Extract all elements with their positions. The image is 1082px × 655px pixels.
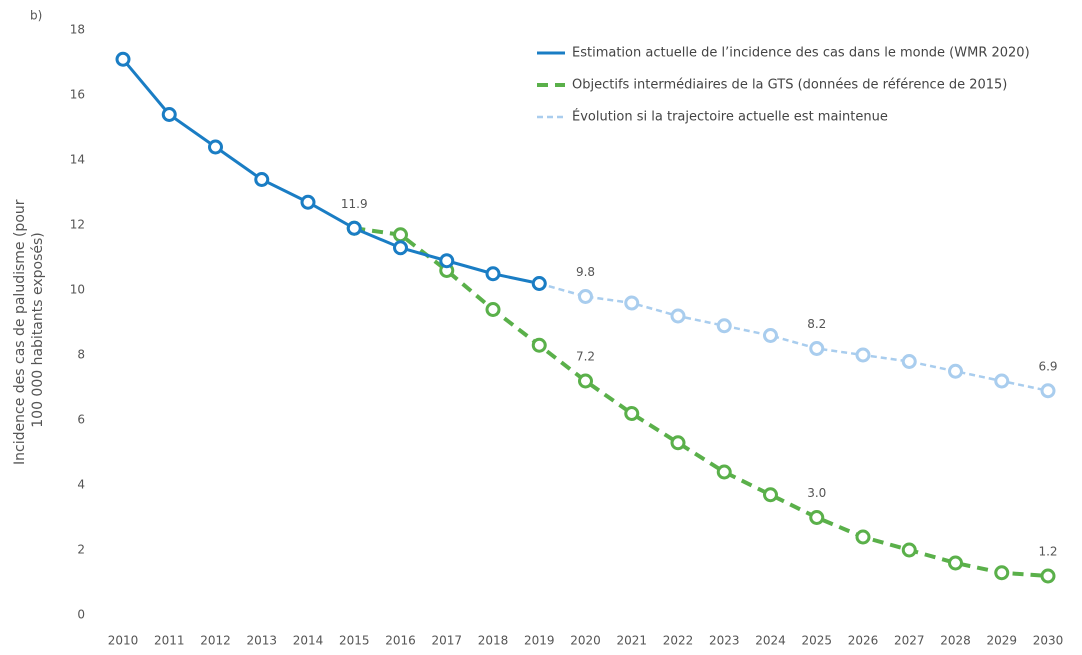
point-marker (716, 464, 732, 480)
data-label: 1.2 (1038, 545, 1057, 559)
point-marker (393, 227, 408, 243)
series-line (538, 282, 1049, 392)
y-axis-label-line: Incidence des cas de paludisme (pour (12, 199, 28, 465)
y-tick-label: 16 (70, 88, 85, 102)
x-tick-label: 2019 (524, 634, 555, 648)
data-label: 7.2 (576, 350, 595, 364)
point-marker (948, 363, 963, 379)
x-tick-label: 2015 (339, 634, 370, 648)
x-tick-label: 2028 (940, 634, 971, 648)
y-tick-label: 4 (77, 478, 85, 492)
y-tick-label: 8 (77, 348, 85, 362)
x-tick-label: 2024 (755, 634, 786, 648)
point-marker (855, 529, 871, 545)
y-tick-label: 18 (70, 23, 85, 37)
x-tick-label: 2011 (154, 634, 185, 648)
y-axis-label: Incidence des cas de paludisme (pour 100… (12, 195, 46, 465)
point-marker (624, 406, 640, 421)
point-marker (393, 240, 408, 256)
y-tick-label: 0 (77, 608, 85, 622)
y-tick-label: 12 (70, 218, 85, 232)
legend-label: Objectifs intermédiaires de la GTS (donn… (572, 78, 1007, 93)
point-marker (208, 139, 223, 155)
y-tick-label: 2 (77, 543, 85, 557)
point-marker (901, 354, 917, 369)
x-tick-label: 2018 (478, 634, 509, 648)
point-marker (439, 253, 455, 269)
point-marker (300, 194, 316, 210)
x-tick-label: 2027 (894, 634, 925, 648)
point-marker (716, 318, 732, 334)
point-marker (994, 373, 1010, 389)
point-marker (670, 308, 686, 324)
x-tick-label: 2025 (801, 634, 832, 648)
x-tick-label: 2012 (200, 634, 231, 648)
x-tick-label: 2030 (1033, 634, 1064, 648)
point-marker (485, 302, 501, 317)
data-label: 3.0 (807, 486, 826, 500)
point-marker (254, 172, 270, 187)
y-tick-label: 14 (70, 153, 85, 167)
data-label: 11.9 (341, 197, 368, 211)
point-marker (763, 328, 778, 343)
x-tick-label: 2021 (616, 634, 647, 648)
legend-label: Évolution si la trajectoire actuelle est… (572, 109, 888, 125)
x-tick-label: 2014 (293, 634, 324, 648)
y-tick-label: 10 (70, 283, 85, 297)
x-tick-label: 2010 (108, 634, 139, 648)
point-marker (809, 510, 825, 525)
x-tick-label: 2016 (385, 634, 416, 648)
point-marker (578, 373, 593, 389)
x-tick-label: 2013 (246, 634, 277, 648)
point-marker (161, 107, 177, 122)
x-tick-label: 2022 (663, 634, 694, 648)
point-marker (1040, 568, 1056, 584)
data-label: 9.8 (576, 265, 595, 279)
point-marker (994, 565, 1010, 581)
x-tick-label: 2029 (986, 634, 1017, 648)
data-label: 6.9 (1038, 359, 1057, 373)
x-tick-label: 2017 (431, 634, 462, 648)
point-marker (855, 347, 871, 363)
point-marker (485, 266, 501, 282)
point-marker (578, 289, 593, 304)
point-marker (809, 341, 825, 356)
x-tick-label: 2023 (709, 634, 740, 648)
point-marker (346, 220, 362, 236)
point-marker (948, 555, 963, 571)
series-line (353, 226, 1049, 578)
point-marker (624, 295, 640, 311)
point-marker (115, 51, 131, 67)
x-tick-label: 2020 (570, 634, 601, 648)
point-marker (1040, 383, 1056, 399)
series-line (121, 58, 540, 285)
point-marker (670, 435, 686, 451)
legend-label: Estimation actuelle de l’incidence des c… (572, 46, 1030, 61)
point-marker (531, 337, 547, 353)
point-marker (763, 487, 778, 503)
y-tick-label: 6 (77, 413, 85, 427)
point-marker (531, 276, 547, 291)
point-marker (901, 542, 917, 558)
y-axis-label-line: 100 000 habitants exposés) (30, 232, 46, 428)
panel-label: b) (30, 9, 42, 23)
data-label: 8.2 (807, 317, 826, 331)
x-tick-label: 2026 (848, 634, 879, 648)
